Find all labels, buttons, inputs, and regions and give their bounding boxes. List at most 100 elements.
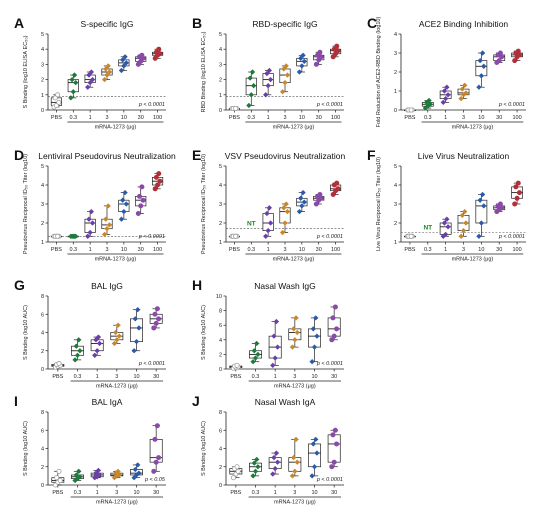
data-point: [57, 477, 63, 483]
p-value-annotation: p < 0.0001: [316, 102, 343, 108]
data-point: [334, 43, 340, 49]
data-point: [156, 46, 162, 52]
x-tick-label: 100: [153, 247, 162, 253]
y-axis-label: Fold Reduction of ACE2-RBD Binding (log1…: [376, 16, 382, 127]
data-point: [72, 79, 79, 86]
data-point: [122, 189, 128, 196]
data-point: [311, 344, 318, 350]
box: [130, 318, 143, 342]
x-tick-label: 1: [274, 374, 277, 380]
y-tick-label: 4: [219, 183, 222, 189]
data-point: [152, 436, 158, 442]
y-tick-label: 0: [219, 367, 222, 373]
data-point: [56, 99, 62, 105]
data-point: [271, 454, 277, 461]
data-point: [293, 436, 299, 443]
data-point: [73, 343, 80, 349]
data-point: [112, 329, 119, 336]
data-point: [156, 171, 162, 177]
box: [308, 443, 321, 468]
data-point: [272, 355, 278, 361]
data-point: [314, 450, 320, 456]
x-axis-label: mRNA-1273 (μg): [96, 384, 138, 390]
data-point: [299, 203, 305, 209]
y-tick-label: 2: [394, 221, 397, 227]
x-tick-label: 1: [89, 115, 92, 121]
data-point: [84, 233, 91, 240]
data-point: [314, 333, 320, 339]
y-tick-label: 4: [219, 447, 222, 453]
data-point: [444, 216, 450, 222]
data-point: [264, 210, 270, 217]
y-tick-label: 2: [394, 70, 397, 76]
data-point: [290, 454, 297, 461]
data-point: [458, 233, 464, 240]
data-point: [267, 76, 274, 83]
x-tick-label: 3: [462, 247, 465, 253]
data-point: [313, 201, 319, 207]
data-point: [115, 468, 121, 475]
data-point: [515, 48, 521, 54]
y-tick-label: 4: [394, 32, 397, 38]
data-point: [440, 99, 446, 106]
data-point: [279, 229, 286, 236]
data-point: [255, 351, 261, 358]
data-point: [441, 220, 448, 226]
data-point: [92, 352, 98, 359]
x-tick-label: 3: [115, 490, 118, 496]
x-tick-label: 3: [283, 247, 286, 253]
data-point: [264, 70, 270, 77]
data-point: [233, 105, 239, 111]
data-point: [121, 208, 127, 215]
y-tick-label: 8: [41, 410, 44, 416]
x-tick-label: 100: [331, 115, 340, 121]
data-point: [234, 464, 240, 470]
x-tick-label: PBS: [404, 247, 415, 253]
data-point: [408, 233, 414, 239]
data-point: [77, 474, 83, 480]
data-point: [445, 92, 451, 98]
panel-label: D: [14, 147, 24, 163]
data-point: [312, 315, 319, 321]
data-point: [330, 191, 336, 197]
data-point: [479, 191, 486, 198]
data-point: [122, 54, 128, 60]
y-tick-label: 4: [41, 331, 44, 337]
x-tick-label: 30: [138, 247, 144, 253]
x-tick-label: 100: [331, 247, 340, 253]
x-tick-label: 10: [478, 115, 484, 121]
y-tick-label: 5: [219, 32, 222, 38]
data-point: [459, 86, 466, 92]
x-tick-label: 10: [133, 374, 139, 380]
data-point: [138, 203, 144, 209]
y-tick-label: 5: [394, 164, 397, 170]
x-tick-label: 10: [121, 115, 127, 121]
y-tick-label: 8: [219, 410, 222, 416]
data-point: [332, 304, 338, 310]
data-point: [101, 231, 108, 238]
x-tick-label: 1: [444, 247, 447, 253]
chart-title: Live Virus Neutralization: [418, 151, 510, 161]
data-point: [330, 315, 336, 321]
y-tick-label: 1: [219, 240, 222, 246]
panel-label: I: [14, 393, 18, 409]
y-axis-label: Live Virus Reciprocal ID₅₀ Titer (log10): [376, 157, 382, 251]
x-axis-label: mRNA-1273 (μg): [274, 500, 316, 506]
data-point: [516, 190, 522, 196]
p-value-annotation: p < 0.05: [144, 477, 166, 483]
panel-h: H Nasal Wash IgG 0 2 4 6 8 10 S Binding (log10 A…: [192, 277, 344, 390]
data-point: [89, 76, 96, 83]
y-tick-label: 4: [219, 338, 222, 344]
data-point: [476, 84, 482, 90]
data-point: [334, 180, 340, 186]
chart-title: Nasal Wash IgG: [254, 281, 316, 291]
data-point: [104, 72, 110, 78]
data-point: [118, 216, 125, 222]
data-point: [281, 66, 287, 72]
data-point: [513, 184, 519, 190]
y-tick-label: 4: [394, 183, 397, 189]
data-point: [294, 459, 300, 465]
box: [327, 434, 341, 463]
x-tick-label: 1: [96, 374, 99, 380]
